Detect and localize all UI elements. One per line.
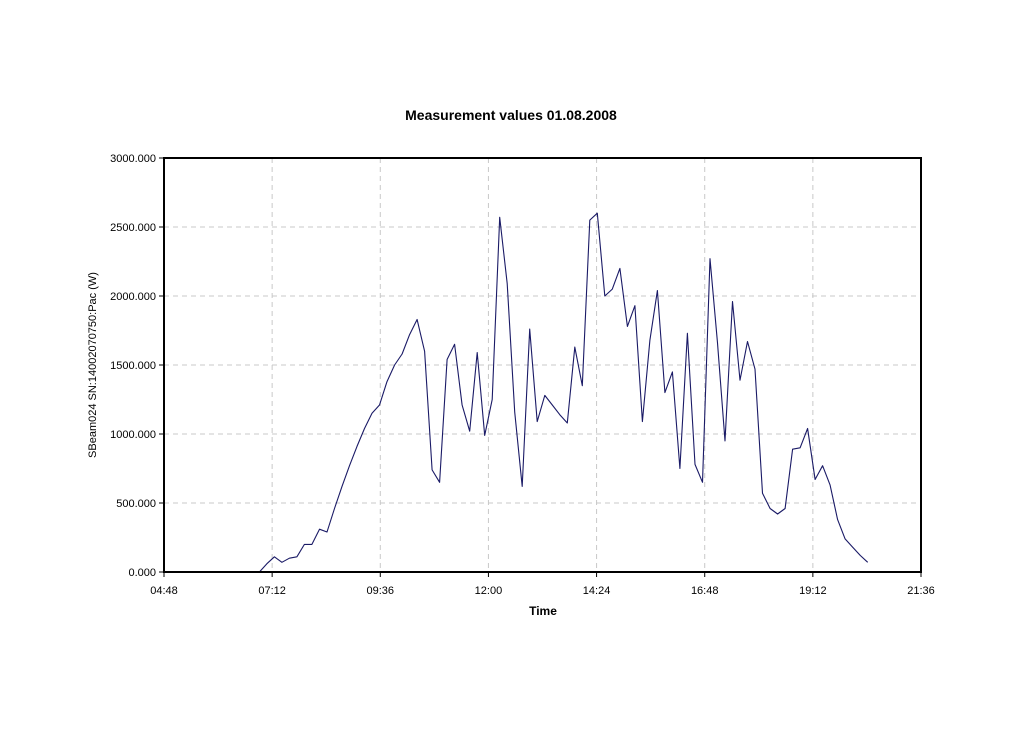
x-tick-label: 09:36 bbox=[367, 585, 395, 597]
y-tick-label: 2000.000 bbox=[110, 291, 156, 303]
x-tick-label: 21:36 bbox=[907, 585, 935, 597]
y-tick-label: 1500.000 bbox=[110, 360, 156, 372]
x-axis-ticks: 04:48 07:12 09:36 12:00 14:24 16:48 19:12 21:36 bbox=[150, 572, 935, 597]
y-tick-label: 3000.000 bbox=[110, 153, 156, 165]
x-tick-label: 19:12 bbox=[799, 585, 827, 597]
chart-title: Measurement values 01.08.2008 bbox=[405, 107, 617, 123]
y-tick-label: 1000.000 bbox=[110, 429, 156, 441]
x-tick-label: 04:48 bbox=[150, 585, 178, 597]
series-layer bbox=[258, 212, 869, 573]
y-tick-label: 500.000 bbox=[116, 498, 156, 510]
y-tick-label: 2500.000 bbox=[110, 222, 156, 234]
y-axis-title: SBeam024 SN:14002070750:Pac (W) bbox=[87, 272, 99, 458]
x-tick-label: 16:48 bbox=[691, 585, 719, 597]
x-axis-title: Time bbox=[529, 604, 557, 618]
series-line bbox=[258, 212, 869, 573]
grid-lines bbox=[164, 158, 921, 572]
x-tick-label: 14:24 bbox=[583, 585, 611, 597]
y-tick-label: 0.000 bbox=[128, 567, 156, 579]
y-axis-ticks: 0.000 500.000 1000.000 1500.000 2000.000 2500… bbox=[110, 153, 164, 579]
x-tick-label: 12:00 bbox=[475, 585, 503, 597]
x-tick-label: 07:12 bbox=[258, 585, 286, 597]
